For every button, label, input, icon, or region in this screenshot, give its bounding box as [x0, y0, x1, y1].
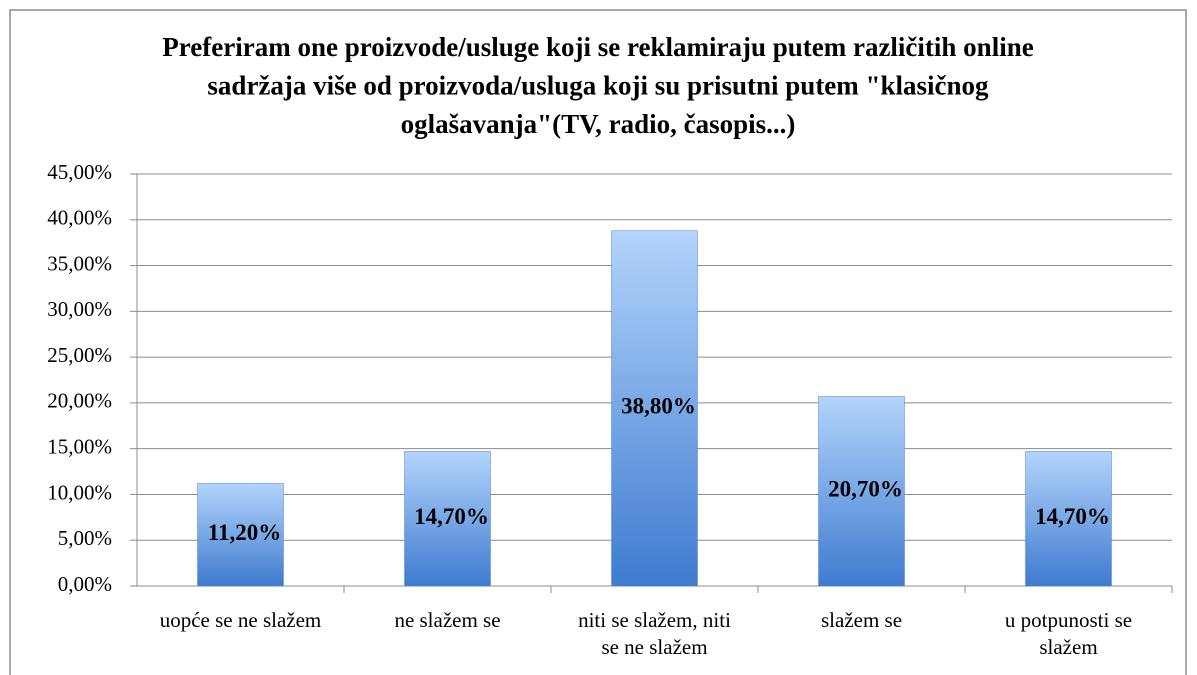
- y-tick-label: 10,00%: [47, 480, 112, 504]
- x-tick-label: uopće se ne slažem: [160, 608, 322, 632]
- y-tick-label: 25,00%: [47, 343, 112, 367]
- x-tick-label: niti se slažem, niti se ne slažem: [578, 608, 731, 659]
- y-tick-label: 20,00%: [47, 389, 112, 413]
- data-label: 14,70%: [414, 504, 489, 529]
- y-tick-label: 15,00%: [47, 434, 112, 458]
- y-tick-label: 5,00%: [58, 526, 112, 550]
- data-label: 14,70%: [1035, 504, 1110, 529]
- x-tick-label: slažem se: [821, 608, 902, 632]
- x-tick-label: u potpunosti se slažem: [1005, 608, 1132, 659]
- y-tick-label: 35,00%: [47, 251, 112, 275]
- data-label: 20,70%: [828, 477, 903, 502]
- bar: [611, 230, 698, 587]
- data-label: 38,80%: [621, 394, 696, 419]
- y-tick-label: 30,00%: [47, 297, 112, 321]
- bar: [197, 483, 284, 587]
- x-tick-label: ne slažem se: [394, 608, 500, 632]
- bar: [818, 396, 905, 587]
- bar: [404, 451, 491, 587]
- bar: [1025, 451, 1112, 587]
- y-tick-label: 40,00%: [47, 206, 112, 230]
- chart-title: Preferiram one proizvode/usluge koji se …: [162, 32, 1033, 139]
- data-label: 11,20%: [208, 520, 281, 545]
- y-tick-label: 0,00%: [58, 572, 112, 596]
- y-tick-label: 45,00%: [47, 160, 112, 184]
